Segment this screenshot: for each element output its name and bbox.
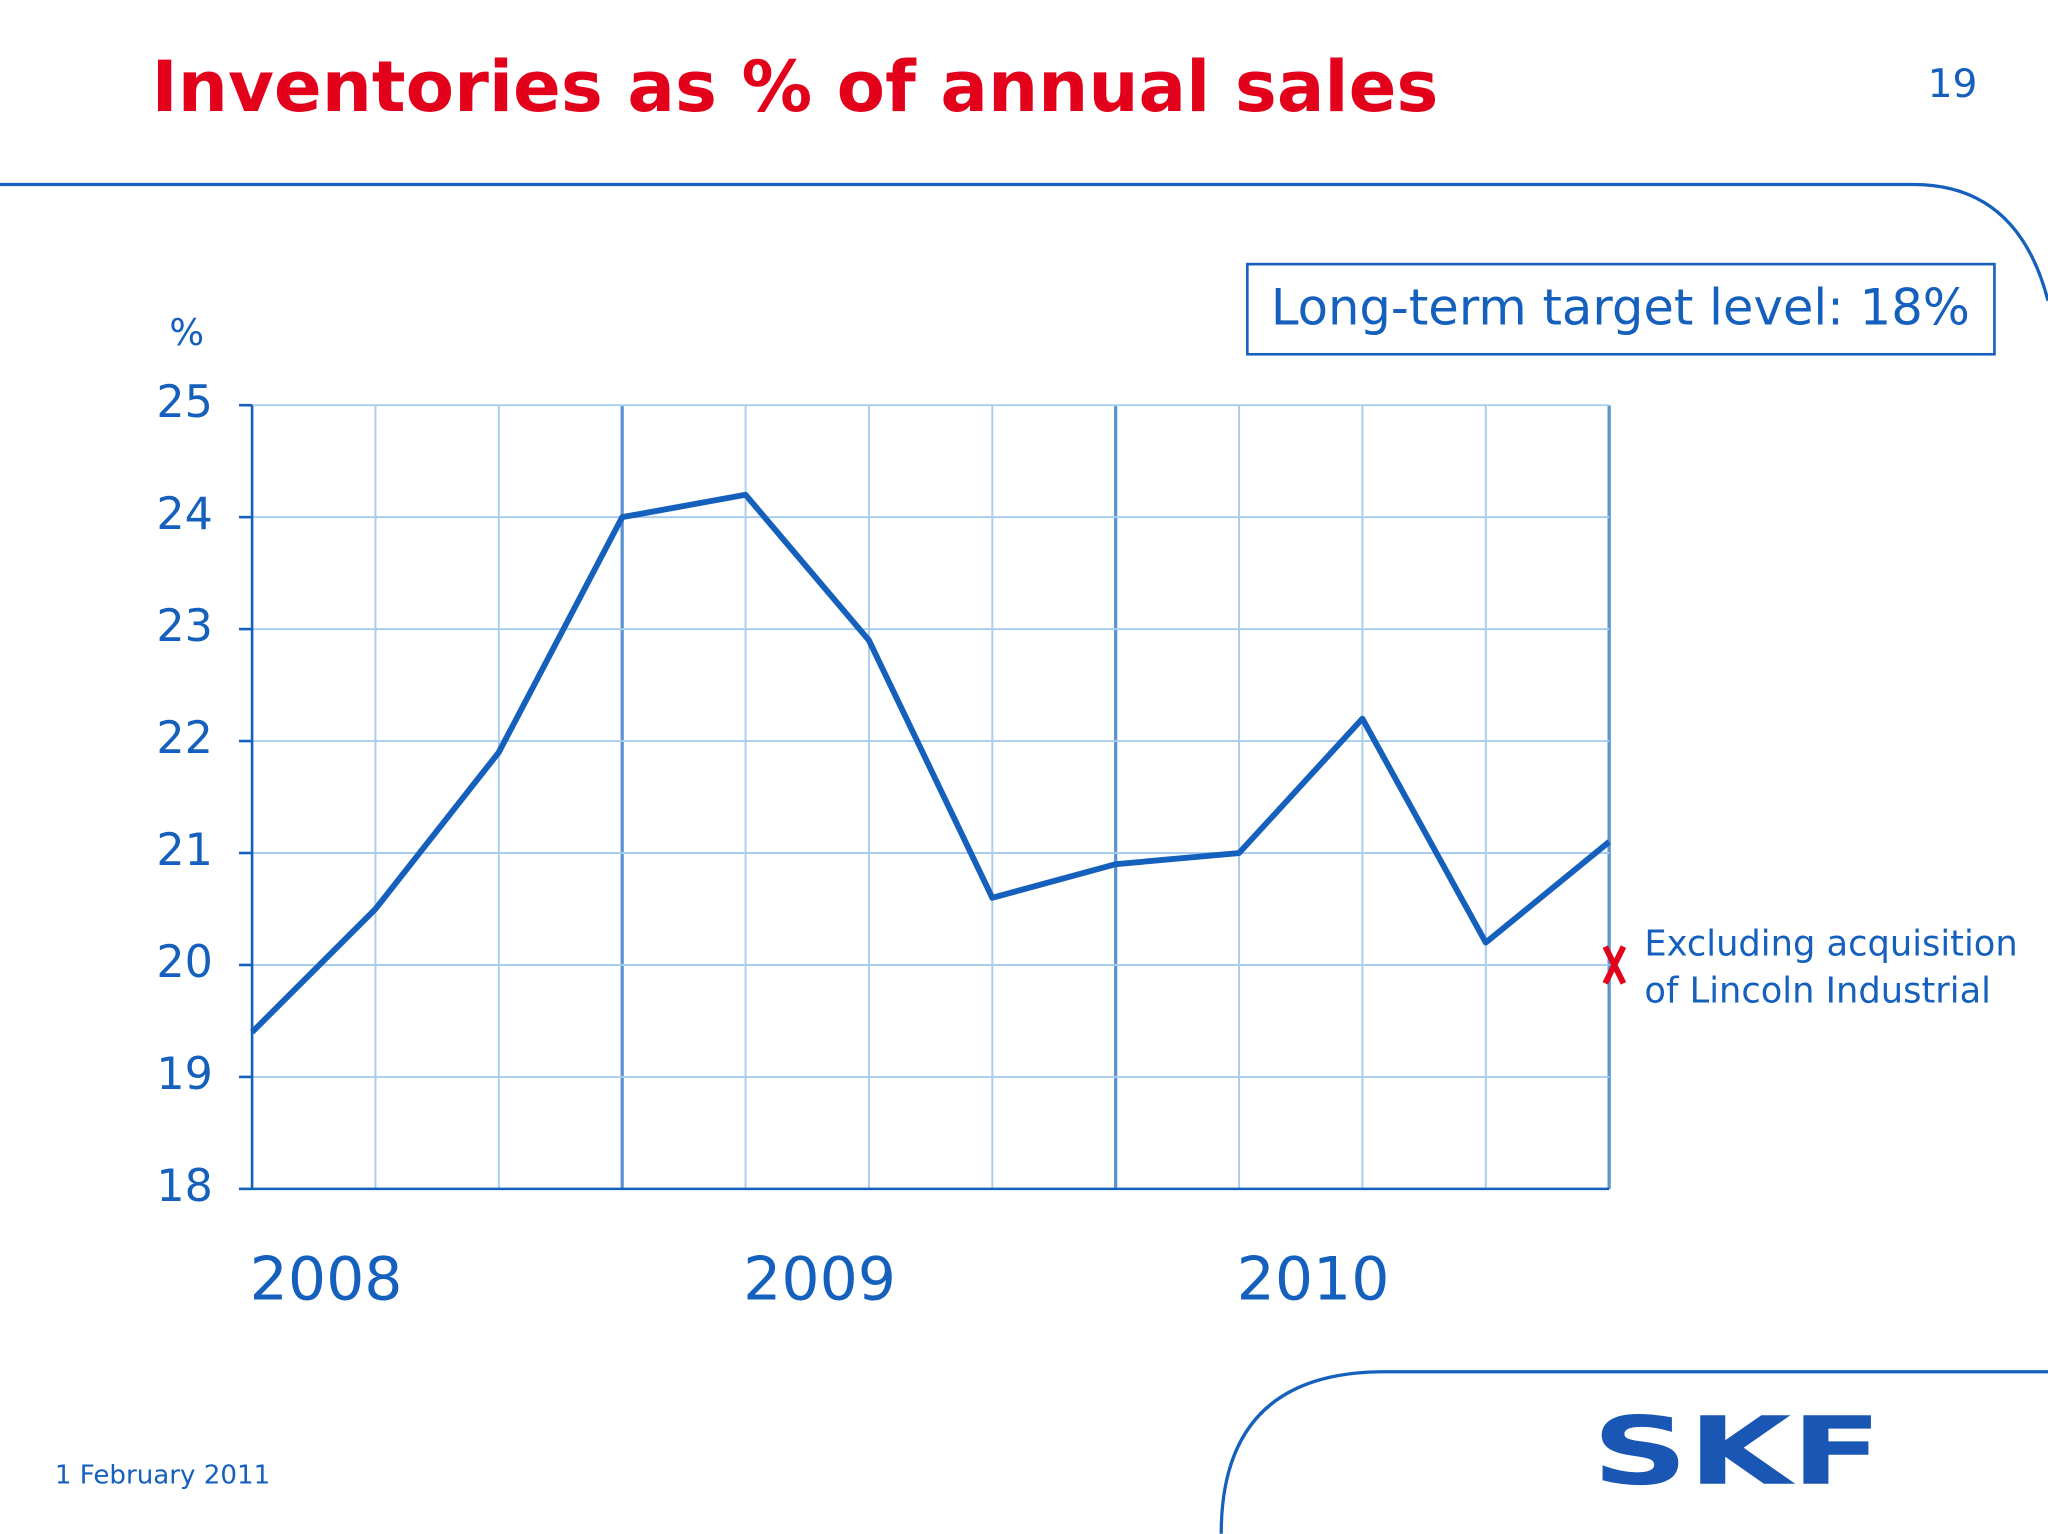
y-axis-label: %	[169, 311, 204, 354]
x-group-label: 2010	[1237, 1245, 1390, 1315]
header-rule	[0, 182, 2048, 302]
date: 1 February 2011	[55, 1461, 270, 1491]
y-tick-label: 20	[156, 937, 213, 988]
annotation-text: of Lincoln Industrial	[1644, 970, 1991, 1011]
target-box	[1246, 262, 1996, 356]
annotation-text: Excluding acquisition	[1644, 923, 2017, 964]
page-number: 19	[1928, 62, 1978, 107]
y-tick-label: 24	[156, 489, 213, 540]
y-tick-label: 18	[156, 1161, 213, 1212]
y-tick-label: 19	[156, 1049, 213, 1100]
data-line	[250, 491, 1612, 1035]
y-tick-label: 25	[156, 377, 213, 428]
x-group-label: 2008	[250, 1245, 403, 1315]
plot: 18 19 20 21 22 23 24 25 2008 2009 2010 Excluding ac…	[156, 377, 2017, 1314]
y-tick-label: 23	[156, 601, 213, 652]
y-tick-label: 21	[156, 825, 213, 876]
annotation-marker	[1602, 945, 1627, 985]
logo: SKF	[1592, 1398, 1882, 1507]
slide-title: Inventories as % of annual sales	[152, 46, 1439, 128]
target-note: Long-term target level: 18%	[1271, 279, 1970, 337]
x-group-label: 2009	[743, 1245, 896, 1315]
y-tick-label: 22	[156, 713, 213, 764]
footer-curve	[1219, 1370, 2048, 1534]
